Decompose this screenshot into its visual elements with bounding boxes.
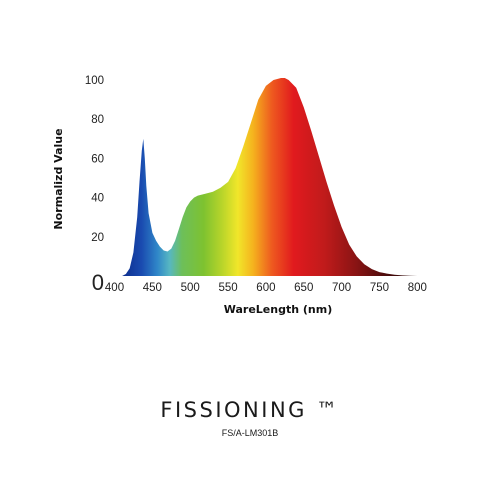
- y-tick-label: 80: [91, 114, 104, 126]
- x-tick-label: 700: [332, 282, 351, 294]
- x-tick-label: 450: [143, 282, 162, 294]
- x-tick-labels: 400 450 500 550 600 650 700 750 800: [105, 282, 427, 294]
- y-tick-label: 60: [91, 153, 104, 165]
- y-axis-label: Normalizd Value: [52, 128, 65, 229]
- x-tick-label: 800: [408, 282, 427, 294]
- x-axis-label: WareLength (nm): [224, 303, 333, 316]
- y-tick-label: 0: [92, 270, 104, 295]
- x-tick-label: 650: [294, 282, 313, 294]
- x-tick-label: 600: [256, 282, 275, 294]
- brand-model: FS/A-LM301B: [221, 428, 279, 438]
- spectrum-area: [122, 78, 425, 276]
- x-tick-label: 400: [105, 282, 124, 294]
- y-tick-label: 20: [91, 232, 104, 244]
- brand-name: FISSIONING ™: [160, 398, 340, 422]
- y-tick-label: 100: [85, 75, 104, 87]
- x-tick-label: 550: [218, 282, 237, 294]
- y-tick-labels: 0 20 40 60 80 100: [85, 75, 104, 295]
- x-tick-label: 500: [181, 282, 200, 294]
- y-tick-label: 40: [91, 193, 104, 205]
- x-tick-label: 750: [370, 282, 389, 294]
